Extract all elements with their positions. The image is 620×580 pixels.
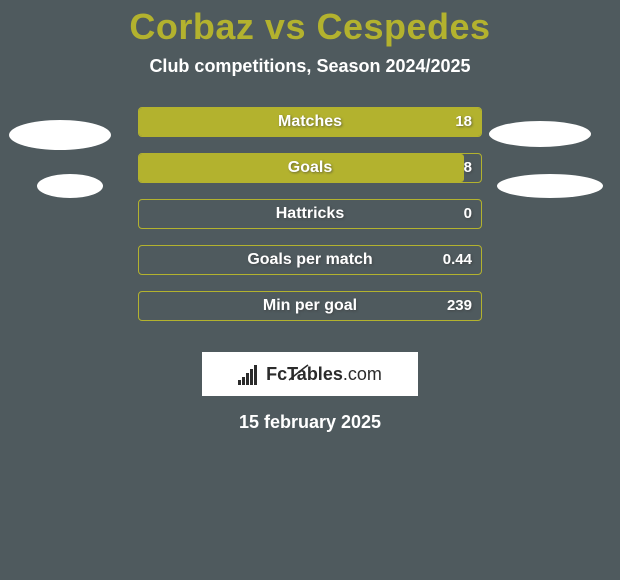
player-right-ellipse-1 [489,121,591,147]
page-title: Corbaz vs Cespedes [0,0,620,48]
logo-suffix: .com [343,364,382,384]
stat-bars: Matches18 Goals8 Hattricks0 Goals per match… [138,107,482,337]
stat-bar-track [138,199,482,229]
logo-text: FcTables.com [266,364,382,385]
bar-chart-icon [238,363,260,385]
comparison-infographic: Corbaz vs Cespedes Club competitions, Se… [0,0,620,580]
stat-bar-row: Min per goal239 [138,291,482,321]
player-right-ellipse-2 [497,174,603,198]
page-subtitle: Club competitions, Season 2024/2025 [0,56,620,77]
stat-bar-row: Goals per match0.44 [138,245,482,275]
player-left-ellipse-1 [9,120,111,150]
stat-bar-row: Goals8 [138,153,482,183]
date-text: 15 february 2025 [0,412,620,433]
stat-bar-row: Hattricks0 [138,199,482,229]
stat-bar-track [138,291,482,321]
source-logo: FcTables.com [202,352,418,396]
player-left-ellipse-2 [37,174,103,198]
chart-stage: Matches18 Goals8 Hattricks0 Goals per match… [0,99,620,359]
stat-bar-fill [139,154,464,182]
stat-bar-fill [139,108,481,136]
stat-bar-row: Matches18 [138,107,482,137]
stat-bar-track [138,245,482,275]
